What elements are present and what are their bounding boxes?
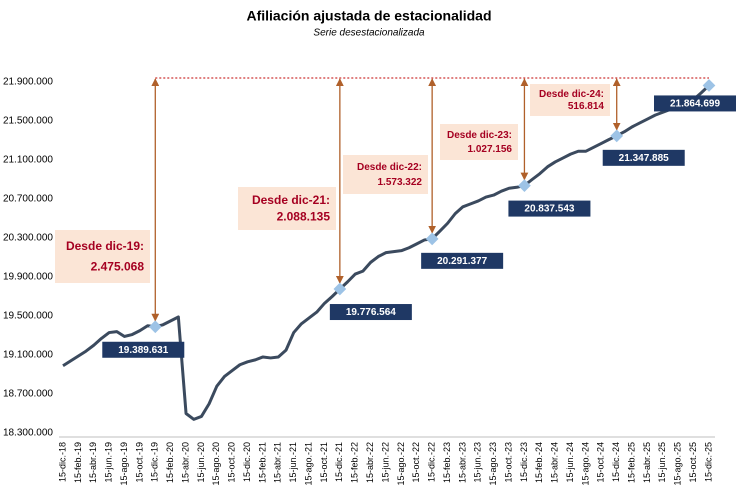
y-tick-label: 21.900.000 bbox=[3, 77, 53, 88]
annotation-text: Desde dic-24: bbox=[539, 89, 604, 100]
x-tick-label: 15-feb.-22 bbox=[350, 442, 360, 483]
x-tick-label: 15-jun.-22 bbox=[380, 442, 390, 483]
annotation-amount: 1.573.322 bbox=[378, 177, 423, 188]
value-label-box bbox=[654, 95, 736, 112]
point-marker bbox=[610, 129, 624, 143]
x-tick-label: 15-oct.-21 bbox=[319, 442, 329, 483]
x-tick-label: 15-jun.-19 bbox=[104, 442, 114, 483]
y-tick-label: 19.900.000 bbox=[3, 272, 53, 283]
x-tick-label: 15-ago.-25 bbox=[673, 442, 683, 486]
value-label-box bbox=[102, 341, 185, 358]
y-tick-label: 18.700.000 bbox=[3, 389, 53, 400]
x-tick-label: 15-jun.-21 bbox=[288, 442, 298, 483]
point-marker bbox=[425, 232, 439, 246]
annotation-box bbox=[343, 155, 428, 194]
x-tick-label: 15-abr.-22 bbox=[365, 442, 375, 483]
y-tick-label: 21.500.000 bbox=[3, 116, 53, 127]
annotation-text: Desde dic-23: bbox=[447, 130, 512, 141]
value-label-box bbox=[329, 304, 412, 321]
x-tick-label: 15-abr.-24 bbox=[550, 442, 560, 483]
x-tick-label: 15-dic.-20 bbox=[242, 442, 252, 482]
y-tick-label: 20.700.000 bbox=[3, 194, 53, 205]
x-tick-label: 15-jun.-20 bbox=[196, 442, 206, 483]
x-tick-label: 15-feb.-20 bbox=[165, 442, 175, 483]
value-label: 19.776.564 bbox=[346, 307, 396, 318]
annotation-box bbox=[440, 124, 518, 160]
value-label: 20.291.377 bbox=[437, 256, 487, 267]
x-tick-label: 15-dic.-18 bbox=[57, 442, 67, 482]
y-tick-label: 19.100.000 bbox=[3, 350, 53, 361]
y-tick-label: 20.300.000 bbox=[3, 233, 53, 244]
x-tick-label: 15-oct.-20 bbox=[227, 442, 237, 483]
annotation-text: Desde dic-21: bbox=[252, 193, 330, 207]
x-tick-label: 15-feb.-25 bbox=[626, 442, 636, 483]
value-label: 20.837.543 bbox=[524, 204, 574, 215]
annotation-amount: 2.475.068 bbox=[91, 259, 145, 273]
x-tick-label: 15-dic.-22 bbox=[427, 442, 437, 482]
y-tick-label: 19.500.000 bbox=[3, 311, 53, 322]
annotation-text: Desde dic-19: bbox=[66, 239, 144, 253]
x-tick-label: 15-jun.-25 bbox=[657, 442, 667, 483]
value-label: 19.389.631 bbox=[118, 345, 168, 356]
x-tick-label: 15-oct.-24 bbox=[596, 442, 606, 483]
y-tick-label: 18.300.000 bbox=[3, 428, 53, 439]
x-tick-label: 15-oct.-25 bbox=[688, 442, 698, 483]
x-tick-label: 15-jun.-24 bbox=[565, 442, 575, 483]
x-tick-label: 15-abr.-25 bbox=[642, 442, 652, 483]
x-tick-label: 15-dic.-23 bbox=[519, 442, 529, 482]
point-marker bbox=[333, 282, 347, 296]
x-tick-label: 15-dic.-21 bbox=[334, 442, 344, 482]
point-marker bbox=[148, 320, 162, 334]
annotation-amount: 1.027.156 bbox=[468, 144, 513, 155]
x-tick-label: 15-ago.-22 bbox=[396, 442, 406, 486]
x-tick-label: 15-ago.-21 bbox=[303, 442, 313, 486]
value-label-box bbox=[602, 149, 685, 166]
x-tick-label: 15-ago.-24 bbox=[580, 442, 590, 486]
x-tick-label: 15-dic.-19 bbox=[150, 442, 160, 482]
x-tick-label: 15-feb.-21 bbox=[257, 442, 267, 483]
annotation-text: Desde dic-22: bbox=[357, 162, 422, 173]
series-line bbox=[62, 84, 711, 421]
x-tick-label: 15-dic.-25 bbox=[703, 442, 713, 482]
x-tick-label: 15-oct.-23 bbox=[503, 442, 513, 483]
annotation-box bbox=[238, 187, 336, 230]
x-tick-label: 15-ago.-20 bbox=[211, 442, 221, 486]
x-tick-label: 15-ago.-19 bbox=[119, 442, 129, 486]
value-label: 21.347.885 bbox=[619, 153, 669, 164]
value-label-box bbox=[508, 200, 591, 217]
x-tick-label: 15-jun.-23 bbox=[473, 442, 483, 483]
chart-title: Afiliación ajustada de estacionalidad bbox=[246, 8, 491, 24]
x-tick-label: 15-feb.-23 bbox=[442, 442, 452, 483]
x-tick-label: 15-dic.-24 bbox=[611, 442, 621, 482]
chart-subtitle: Serie desestacionalizada bbox=[313, 28, 425, 39]
annotation-amount: 516.814 bbox=[568, 101, 605, 112]
x-tick-label: 15-feb.-19 bbox=[73, 442, 83, 483]
annotation-amount: 2.088.135 bbox=[277, 209, 331, 223]
value-label: 21.864.699 bbox=[670, 99, 720, 110]
x-tick-label: 15-abr.-23 bbox=[457, 442, 467, 483]
x-tick-label: 15-abr.-20 bbox=[180, 442, 190, 483]
x-tick-label: 15-ago.-23 bbox=[488, 442, 498, 486]
x-tick-label: 15-abr.-19 bbox=[88, 442, 98, 483]
annotation-box bbox=[530, 84, 610, 116]
annotation-box bbox=[55, 230, 150, 283]
value-label-box bbox=[421, 252, 504, 269]
x-tick-label: 15-abr.-21 bbox=[273, 442, 283, 483]
x-tick-label: 15-oct.-22 bbox=[411, 442, 421, 483]
x-tick-label: 15-oct.-19 bbox=[134, 442, 144, 483]
y-tick-label: 21.100.000 bbox=[3, 155, 53, 166]
x-tick-label: 15-feb.-24 bbox=[534, 442, 544, 483]
